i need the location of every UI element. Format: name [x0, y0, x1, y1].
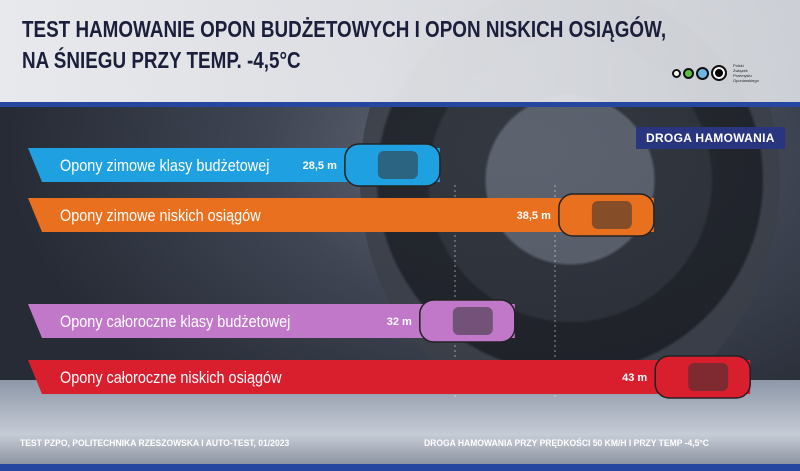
category-label-1: Opony zimowe niskich osiągów — [60, 207, 261, 225]
bar-1 — [28, 198, 654, 232]
bar-3 — [28, 360, 751, 394]
car-0 — [344, 143, 441, 187]
header — [0, 0, 800, 102]
bar-2 — [28, 304, 515, 338]
value-label-2: 32 m — [387, 316, 412, 328]
divider-stripe — [0, 102, 800, 107]
value-label-0: 28,5 m — [303, 160, 337, 172]
legend-label: DROGA HAMOWANIA — [636, 127, 785, 149]
title-line-1: TEST HAMOWANIE OPON BUDŻETOWYCH I OPON N… — [22, 16, 667, 42]
value-label-1: 38,5 m — [517, 210, 551, 222]
source-note: TEST PZPO, POLITECHNIKA RZESZOWSKA I AUT… — [20, 438, 290, 449]
category-label-2: Opony całoroczne klasy budżetowej — [60, 313, 290, 331]
title-line-2: NA ŚNIEGU PRZY TEMP. -4,5°C — [22, 47, 301, 73]
chart-title: TEST HAMOWANIE OPON BUDŻETOWYCH I OPON N… — [22, 14, 744, 76]
value-label-3: 43 m — [622, 372, 647, 384]
pzpo-logo: Polski Związek Przemysłu Oponiarskiego — [672, 63, 773, 83]
car-2 — [419, 299, 516, 343]
conditions-note: DROGA HAMOWANIA PRZY PRĘDKOŚCI 50 KM/H I… — [424, 438, 709, 449]
car-1 — [558, 193, 655, 237]
category-label-3: Opony całoroczne niskich osiągów — [60, 369, 282, 387]
car-3 — [654, 355, 751, 399]
bar-0 — [28, 148, 440, 182]
category-label-0: Opony zimowe klasy budżetowej — [60, 157, 269, 175]
bottom-stripe — [0, 464, 800, 471]
